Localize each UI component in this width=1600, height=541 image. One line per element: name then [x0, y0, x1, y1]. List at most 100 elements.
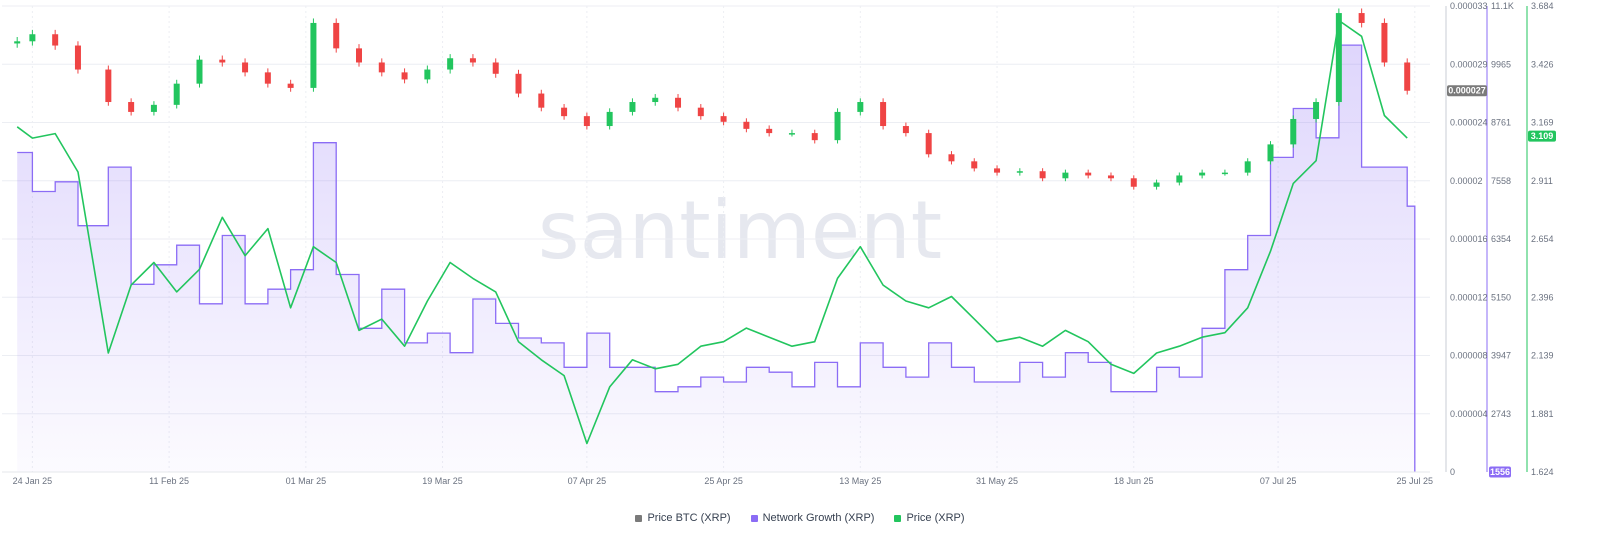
btc-candle — [1267, 144, 1274, 162]
price-line-path — [16, 19, 1408, 445]
legend: Price BTC (XRP) Network Growth (XRP) Pri… — [0, 512, 1600, 524]
btc-candle — [834, 111, 841, 141]
btc-candle — [1153, 182, 1160, 187]
price-tick-label: 3.684 — [1531, 1, 1554, 11]
price-badge: 3.109 — [1528, 130, 1556, 142]
price-tick-label: 2.654 — [1531, 234, 1554, 244]
price-tick-label: 2.911 — [1531, 176, 1553, 186]
btc-candle — [902, 126, 909, 134]
btc-candle — [74, 45, 81, 70]
price-line — [16, 19, 1408, 445]
btc-candle — [1358, 13, 1365, 23]
btc-candle — [287, 83, 294, 88]
btc-candle — [675, 97, 682, 108]
network-growth-badge-bg — [1489, 466, 1511, 478]
btc-candle — [219, 59, 226, 63]
btc-tick-label: 0 — [1450, 467, 1455, 477]
price-tick-label: 3.169 — [1531, 118, 1554, 128]
btc-candle — [447, 58, 454, 70]
btc-candle — [652, 97, 659, 103]
network-growth-badge-text: 1556 — [1490, 467, 1510, 477]
btc-candle — [1313, 102, 1320, 119]
btc-tick-label: 0.000033 — [1450, 1, 1488, 11]
x-tick-label: 25 Apr 25 — [704, 476, 743, 486]
btc-candle — [1016, 171, 1023, 173]
legend-label-network-growth: Network Growth (XRP) — [762, 512, 875, 524]
btc-tick-label: 0.000008 — [1450, 351, 1488, 361]
btc-candle — [310, 22, 317, 88]
legend-item-network-growth[interactable]: Network Growth (XRP) — [750, 512, 875, 524]
axes: 0.0000330.0000290.0000240.000020.0000160… — [2, 1, 1554, 486]
btc-candle — [994, 168, 1001, 173]
btc-candle — [401, 72, 408, 80]
btc-candle — [583, 116, 590, 127]
btc-candle — [629, 102, 636, 112]
x-tick-label: 01 Mar 25 — [286, 476, 327, 486]
btc-candle — [333, 22, 340, 49]
price-tick-label: 2.139 — [1531, 351, 1554, 361]
btc-price-badge-text: 0.000027 — [1448, 86, 1486, 96]
btc-candles — [14, 8, 1411, 190]
btc-tick-label: 0.000029 — [1450, 59, 1488, 69]
btc-candle — [14, 41, 21, 44]
btc-candle — [538, 93, 545, 108]
btc-candle — [743, 121, 750, 129]
network-growth-badge: 1556 — [1489, 466, 1511, 478]
network-growth-tick-label: 8761 — [1491, 118, 1511, 128]
btc-candle — [1199, 172, 1206, 176]
watermark: santiment — [538, 184, 942, 277]
btc-candle — [424, 69, 431, 80]
btc-candle — [697, 107, 704, 117]
btc-candle — [242, 62, 249, 73]
value-badges: 0.000027 1556 3.109 — [1447, 85, 1556, 478]
btc-candle — [1039, 171, 1046, 179]
x-tick-label: 07 Apr 25 — [568, 476, 607, 486]
x-tick-label: 18 Jun 25 — [1114, 476, 1154, 486]
legend-swatch-network-growth — [750, 514, 758, 522]
btc-candle — [857, 102, 864, 112]
btc-candle — [561, 107, 568, 117]
btc-candle — [971, 161, 978, 169]
btc-candle — [356, 48, 362, 63]
legend-label-price: Price (XRP) — [906, 512, 965, 524]
price-tick-label: 1.624 — [1531, 467, 1554, 477]
btc-candle — [948, 154, 955, 162]
x-tick-label: 11 Feb 25 — [149, 476, 189, 486]
btc-candle — [1404, 62, 1411, 91]
x-tick-label: 24 Jan 25 — [13, 476, 53, 486]
btc-tick-label: 0.000024 — [1450, 118, 1488, 128]
legend-item-price[interactable]: Price (XRP) — [894, 512, 965, 524]
network-growth-line — [17, 44, 1416, 472]
btc-candle — [1221, 172, 1228, 175]
btc-candle — [606, 111, 613, 127]
btc-candle — [811, 133, 818, 141]
btc-candle — [1381, 22, 1388, 63]
btc-candle — [1244, 161, 1251, 173]
btc-candle — [720, 116, 727, 122]
btc-candle — [173, 83, 180, 105]
legend-swatch-btc — [635, 514, 643, 522]
btc-candle — [1335, 13, 1342, 103]
price-badge-bg — [1528, 130, 1556, 142]
btc-price-badge-bg — [1447, 85, 1487, 97]
btc-candle — [880, 102, 887, 127]
network-growth-tick-label: 6354 — [1491, 234, 1511, 244]
btc-candle — [1062, 172, 1069, 179]
x-tick-label: 13 May 25 — [839, 476, 881, 486]
price-tick-label: 3.426 — [1531, 59, 1554, 69]
x-tick-label: 07 Jul 25 — [1260, 476, 1297, 486]
legend-label-btc: Price BTC (XRP) — [647, 512, 731, 524]
price-tick-label: 1.881 — [1531, 409, 1554, 419]
network-growth-tick-label: 2743 — [1491, 409, 1511, 419]
btc-tick-label: 0.000004 — [1450, 409, 1488, 419]
btc-candle — [1176, 175, 1183, 183]
btc-candle — [29, 34, 36, 42]
legend-item-btc[interactable]: Price BTC (XRP) — [635, 512, 731, 524]
btc-tick-label: 0.000012 — [1450, 292, 1488, 302]
btc-candle — [1085, 172, 1092, 176]
btc-candle — [196, 59, 203, 84]
btc-candle — [1130, 178, 1137, 187]
legend-swatch-price — [894, 514, 902, 522]
btc-tick-label: 0.000016 — [1450, 234, 1488, 244]
x-tick-label: 25 Jul 25 — [1397, 476, 1434, 486]
